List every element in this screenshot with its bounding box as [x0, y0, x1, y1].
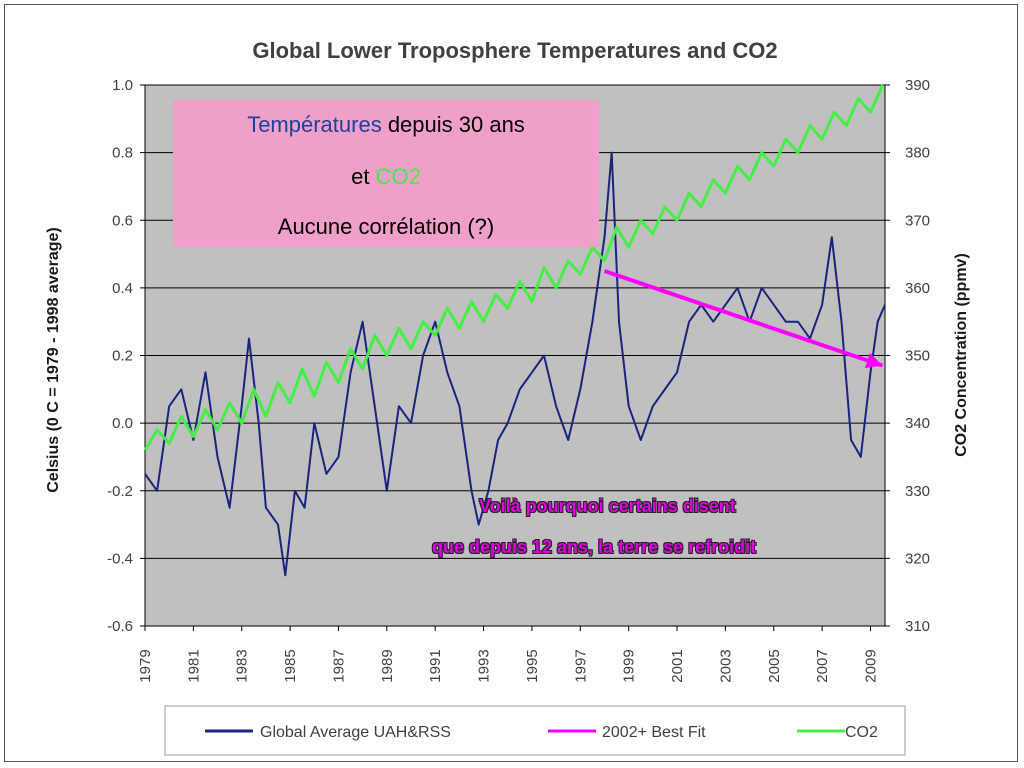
x-tick-label: 1985 [282, 649, 299, 682]
overlay-text-line-2: que depuis 12 ans, la terre se refroidit [432, 537, 757, 557]
x-tick-label: 2005 [766, 649, 783, 682]
co2-word: CO2 [375, 164, 421, 189]
right-tick-label: 310 [905, 618, 930, 635]
legend-entry-label: CO2 [845, 724, 878, 741]
series-lines [143, 84, 886, 577]
annotation-box: Températures depuis 30 ans et CO2 Aucune… [173, 100, 599, 247]
series-line-2002-best-fit [603, 269, 884, 368]
left-tick-label: 1.0 [112, 77, 133, 94]
legend-entry-label: 2002+ Best Fit [602, 724, 706, 741]
best-fit-arrowhead [864, 352, 883, 369]
annotation-line-1: Températures depuis 30 ans [173, 112, 599, 138]
x-tick-label: 1999 [621, 649, 638, 682]
since-30-years-text: depuis 30 ans [381, 112, 525, 137]
right-tick-label: 370 [905, 212, 930, 229]
overlay-text-line-1: Voilà pourquoi certains disent [479, 496, 736, 516]
x-axis-ticks: 1979 1981 1983 1985 1987 1989 1991 1993 1995 1997… [137, 626, 879, 683]
left-tick-label: 0.0 [112, 415, 133, 432]
left-tick-label: -0.2 [107, 483, 133, 500]
x-tick-label: 1987 [330, 649, 347, 682]
right-axis-label: CO2 Concentration (ppmv) [953, 253, 970, 457]
right-tick-label: 350 [905, 348, 930, 365]
legend: Global Average UAH&RSS 2002+ Best Fit CO2 [205, 724, 878, 741]
x-tick-label: 1997 [572, 649, 589, 682]
left-axis-ticks: 1.0 0.8 0.6 0.4 0.2 0.0 -0.2 -0.4 -0.6 [107, 77, 145, 635]
right-tick-label: 360 [905, 280, 930, 297]
series-line-co2 [143, 84, 884, 451]
right-axis-ticks: 390 380 370 360 350 340 330 320 310 [885, 77, 930, 635]
temperatures-word: Températures [247, 112, 382, 137]
left-tick-label: 0.4 [112, 280, 133, 297]
left-tick-label: 0.2 [112, 348, 133, 365]
x-tick-label: 2007 [814, 649, 831, 682]
right-tick-label: 340 [905, 415, 930, 432]
left-axis-label: Celsius (0 C = 1979 - 1998 average) [45, 227, 62, 493]
left-tick-label: -0.4 [107, 550, 133, 567]
left-tick-label: -0.6 [107, 618, 133, 635]
series-line-global-average-uah-rss [144, 151, 886, 577]
chart-title: Global Lower Troposphere Temperatures an… [252, 38, 777, 63]
x-tick-label: 1979 [137, 649, 154, 682]
right-tick-label: 390 [905, 77, 930, 94]
left-tick-label: 0.8 [112, 145, 133, 162]
and-word: et [351, 164, 376, 189]
right-tick-label: 380 [905, 145, 930, 162]
slide-frame [4, 4, 1018, 762]
right-tick-label: 320 [905, 550, 930, 567]
x-tick-label: 2009 [862, 649, 879, 682]
x-tick-label: 1989 [379, 649, 396, 682]
x-tick-label: 1993 [476, 649, 493, 682]
x-tick-label: 1983 [234, 649, 251, 682]
x-tick-label: 2003 [717, 649, 734, 682]
annotation-line-2: et CO2 [173, 164, 599, 190]
legend-box [164, 705, 906, 756]
right-tick-label: 330 [905, 483, 930, 500]
left-tick-label: 0.6 [112, 212, 133, 229]
x-tick-label: 1991 [427, 649, 444, 682]
legend-entry-label: Global Average UAH&RSS [260, 724, 451, 741]
x-tick-label: 1981 [185, 649, 202, 682]
no-correlation-text: Aucune corrélation (?) [277, 214, 495, 239]
annotation-line-3: Aucune corrélation (?) [173, 214, 599, 240]
x-tick-label: 2001 [669, 649, 686, 682]
x-tick-label: 1995 [524, 649, 541, 682]
